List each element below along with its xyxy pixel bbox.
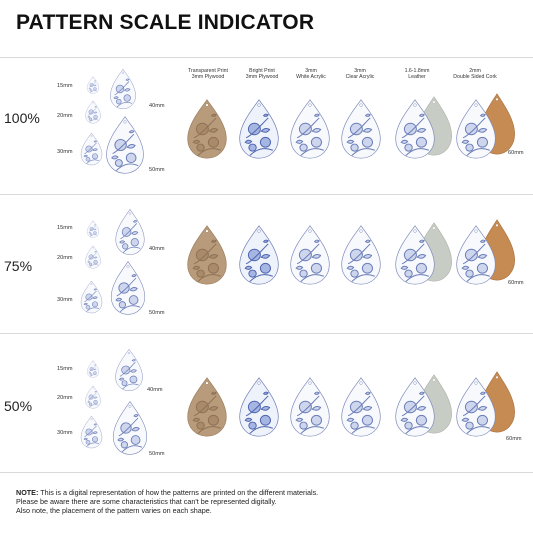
drop-20mm bbox=[84, 245, 102, 269]
scale-label: 50% bbox=[4, 398, 33, 414]
drop-white-acrylic bbox=[287, 98, 333, 160]
material-header: 3mm White Acrylic bbox=[281, 68, 341, 80]
material-header-line2: Clear Acrylic bbox=[345, 74, 375, 80]
material-header-line1: 3mm bbox=[305, 68, 317, 74]
material-header: Transparent Print 3mm Plywood bbox=[178, 68, 238, 80]
material-size-label: 60mm bbox=[508, 150, 524, 156]
material-header-line1: Bright Print bbox=[249, 68, 275, 74]
material-header-line2: 3mm Plywood bbox=[245, 74, 279, 80]
drop-40mm bbox=[113, 208, 147, 256]
size-label-40mm: 40mm bbox=[147, 387, 163, 393]
row-divider bbox=[0, 472, 533, 473]
drop-leather-front bbox=[392, 224, 438, 286]
size-label-15mm: 15mm bbox=[57, 225, 73, 231]
drop-30mm bbox=[79, 132, 104, 166]
drop-cork-front bbox=[453, 98, 499, 160]
page-title: PATTERN SCALE INDICATOR bbox=[16, 11, 315, 34]
material-header: 1.6-1.8mm Leather bbox=[387, 68, 447, 80]
size-label-50mm: 50mm bbox=[149, 310, 165, 316]
disclaimer-note: NOTE: This is a digital representation o… bbox=[16, 488, 516, 515]
drop-50mm bbox=[108, 260, 148, 316]
size-label-50mm: 50mm bbox=[149, 451, 165, 457]
material-header: 2mm Double Sided Cork bbox=[445, 68, 505, 80]
drop-plywood-transparent bbox=[184, 376, 230, 438]
drop-15mm bbox=[86, 360, 100, 378]
drop-plywood-bright bbox=[236, 98, 282, 160]
drop-30mm bbox=[79, 415, 104, 449]
drop-20mm bbox=[84, 100, 102, 124]
drop-cork-front bbox=[453, 224, 499, 286]
drop-clear-acrylic bbox=[338, 98, 384, 160]
drop-40mm bbox=[108, 68, 138, 110]
scale-label: 75% bbox=[4, 258, 33, 274]
size-label-30mm: 30mm bbox=[57, 149, 73, 155]
drop-white-acrylic bbox=[287, 376, 333, 438]
drop-plywood-transparent bbox=[184, 98, 230, 160]
size-label-20mm: 20mm bbox=[57, 395, 73, 401]
drop-white-acrylic bbox=[287, 224, 333, 286]
size-label-15mm: 15mm bbox=[57, 366, 73, 372]
row-divider bbox=[0, 57, 533, 58]
material-header-line1: 3mm bbox=[354, 68, 366, 74]
row-divider bbox=[0, 194, 533, 195]
size-label-30mm: 30mm bbox=[57, 430, 73, 436]
material-header-line1: Transparent Print bbox=[188, 68, 228, 74]
note-line-1: NOTE: This is a digital representation o… bbox=[16, 488, 516, 497]
size-label-40mm: 40mm bbox=[149, 103, 165, 109]
drop-clear-acrylic bbox=[338, 224, 384, 286]
material-header-line2: Double Sided Cork bbox=[453, 74, 497, 80]
material-header: 3mm Clear Acrylic bbox=[330, 68, 390, 80]
row-divider bbox=[0, 333, 533, 334]
drop-15mm bbox=[86, 76, 100, 94]
size-label-20mm: 20mm bbox=[57, 113, 73, 119]
size-label-50mm: 50mm bbox=[149, 167, 165, 173]
drop-30mm bbox=[79, 280, 104, 314]
scale-label: 100% bbox=[4, 110, 40, 126]
drop-leather-front bbox=[392, 98, 438, 160]
material-size-label: 60mm bbox=[508, 280, 524, 286]
drop-leather-front bbox=[392, 376, 438, 438]
drop-cork-front bbox=[453, 376, 499, 438]
material-header-line1: 2mm bbox=[469, 68, 481, 74]
note-text-3: Also note, the placement of the pattern … bbox=[16, 506, 212, 515]
drop-20mm bbox=[84, 385, 102, 409]
note-text-2: Please be aware there are some character… bbox=[16, 497, 277, 506]
drop-50mm bbox=[103, 115, 147, 175]
drop-50mm bbox=[110, 400, 150, 456]
size-label-30mm: 30mm bbox=[57, 297, 73, 303]
material-header: Bright Print 3mm Plywood bbox=[232, 68, 292, 80]
material-header-line2: White Acrylic bbox=[296, 74, 326, 80]
drop-plywood-transparent bbox=[184, 224, 230, 286]
drop-plywood-bright bbox=[236, 224, 282, 286]
material-header-line1: 1.6-1.8mm bbox=[404, 68, 430, 74]
drop-40mm bbox=[113, 348, 145, 392]
size-label-15mm: 15mm bbox=[57, 83, 73, 89]
size-label-20mm: 20mm bbox=[57, 255, 73, 261]
drop-plywood-bright bbox=[236, 376, 282, 438]
material-header-line2: Leather bbox=[408, 74, 426, 80]
drop-clear-acrylic bbox=[338, 376, 384, 438]
material-header-line2: 3mm Plywood bbox=[191, 74, 225, 80]
material-size-label: 60mm bbox=[506, 436, 522, 442]
note-label: NOTE: bbox=[16, 488, 39, 497]
note-text-1: This is a digital representation of how … bbox=[38, 488, 319, 497]
size-label-40mm: 40mm bbox=[149, 246, 165, 252]
drop-15mm bbox=[86, 220, 100, 238]
